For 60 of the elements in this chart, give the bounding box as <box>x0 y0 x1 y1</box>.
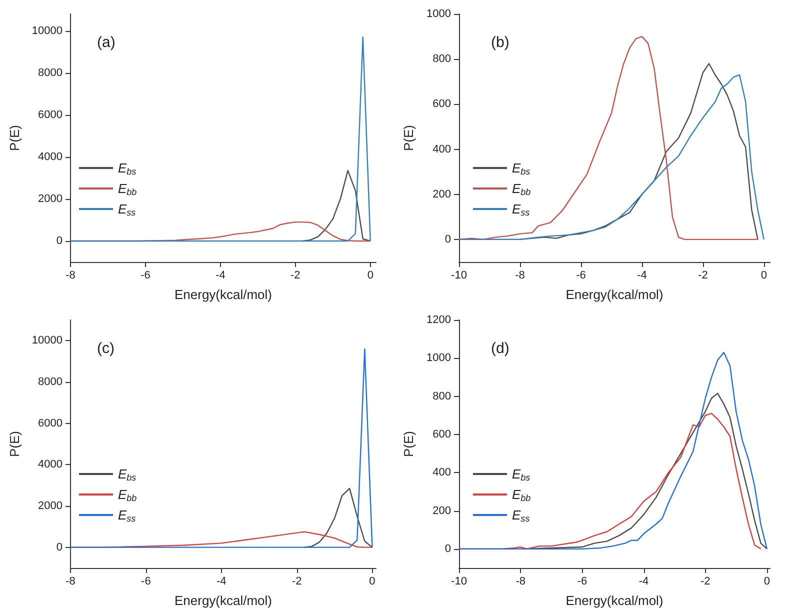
y-axis-title: P(E) <box>401 431 416 457</box>
text: (a) <box>97 34 116 51</box>
x-tick-label: -8 <box>515 270 525 282</box>
x-tick-label: -6 <box>576 270 586 282</box>
line-series <box>302 170 371 242</box>
y-tick-label: 0 <box>56 541 62 554</box>
y-axis-title: P(E) <box>401 125 416 151</box>
y-tick-label: 200 <box>432 188 451 200</box>
x-tick-label: -2 <box>700 576 710 588</box>
y-tick-label: 400 <box>432 143 451 156</box>
y-tick-label: 600 <box>432 428 451 440</box>
text: (b) <box>491 34 510 51</box>
x-axis-title: Energy(kcal/mol) <box>174 593 272 608</box>
y-axis-title: P(E) <box>7 431 22 457</box>
y-tick-label: 4000 <box>38 150 62 163</box>
x-tick-label: -6 <box>141 576 151 588</box>
x-tick-label: -6 <box>577 576 588 588</box>
x-tick-label: -4 <box>638 576 649 588</box>
x-axis-title: Energy(kcal/mol) <box>566 593 664 608</box>
y-tick-label: 200 <box>432 504 451 517</box>
x-tick-label: -10 <box>451 270 467 282</box>
y-tick-label: 6000 <box>38 108 62 121</box>
y-tick-label: 4000 <box>38 458 62 471</box>
x-tick-label: 0 <box>369 576 376 588</box>
x-tick-label: 0 <box>760 270 767 282</box>
y-tick-label: 0 <box>444 233 451 246</box>
y-tick-label: 8000 <box>38 376 62 388</box>
y-tick-label: 400 <box>432 466 451 479</box>
y-tick-label: 10000 <box>32 334 62 347</box>
y-tick-label: 10000 <box>32 24 62 37</box>
x-tick-label: -8 <box>516 576 526 588</box>
y-tick-label: 2000 <box>38 500 62 512</box>
x-tick-label: -4 <box>216 576 226 588</box>
text: (d) <box>491 340 510 357</box>
y-tick-label: 800 <box>432 53 451 66</box>
y-tick-label: 1000 <box>426 8 451 20</box>
text: (c) <box>97 340 114 357</box>
y-tick-label: 0 <box>56 234 62 247</box>
x-tick-label: -2 <box>292 576 302 588</box>
y-tick-label: 6000 <box>38 417 62 430</box>
x-tick-label: 0 <box>367 270 374 282</box>
y-tick-label: 1000 <box>426 352 451 364</box>
x-tick-label: -4 <box>216 270 226 282</box>
x-axis-title: Energy(kcal/mol) <box>174 287 272 302</box>
y-tick-label: 8000 <box>38 66 62 79</box>
x-axis-title: Energy(kcal/mol) <box>566 287 664 302</box>
x-tick-label: -2 <box>290 270 300 282</box>
y-axis-title: P(E) <box>7 125 22 151</box>
y-tick-label: 600 <box>432 98 451 110</box>
y-tick-label: 800 <box>432 390 451 402</box>
x-tick-label: -2 <box>698 270 708 282</box>
x-tick-label: -4 <box>637 270 647 282</box>
y-tick-label: 2000 <box>38 192 62 205</box>
x-tick-label: 0 <box>764 576 770 588</box>
x-tick-label: -8 <box>66 576 76 588</box>
x-tick-label: -8 <box>66 270 76 282</box>
y-tick-label: 0 <box>444 542 451 555</box>
x-tick-label: -10 <box>451 576 467 588</box>
y-tick-label: 1200 <box>426 314 451 326</box>
x-tick-label: -6 <box>140 270 150 282</box>
